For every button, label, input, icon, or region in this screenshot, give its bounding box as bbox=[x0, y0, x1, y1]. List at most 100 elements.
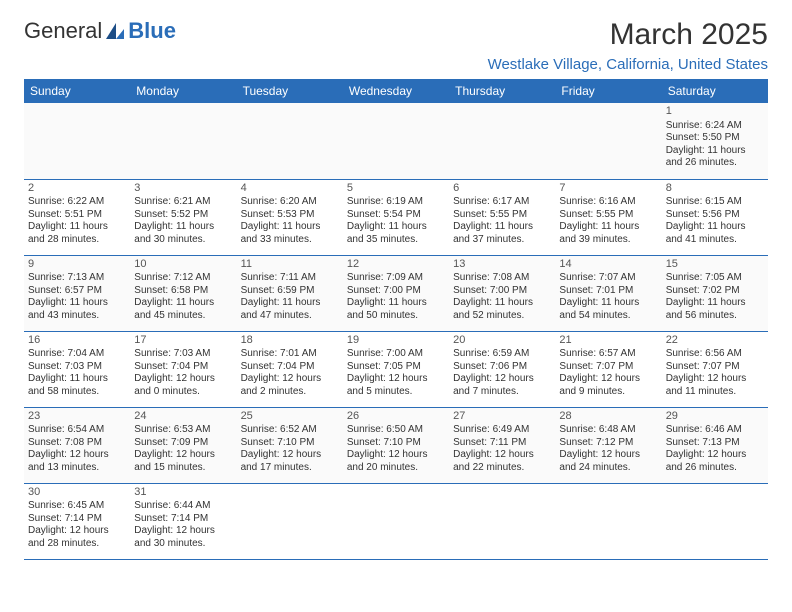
calendar-body: 1Sunrise: 6:24 AMSunset: 5:50 PMDaylight… bbox=[24, 103, 768, 559]
daylight-text: Daylight: 12 hours bbox=[347, 373, 445, 386]
month-title: March 2025 bbox=[488, 18, 768, 52]
sunset-text: Sunset: 7:02 PM bbox=[666, 285, 764, 298]
day-number: 27 bbox=[453, 410, 551, 424]
daylight-text: and 28 minutes. bbox=[28, 538, 126, 551]
daylight-text: Daylight: 11 hours bbox=[666, 221, 764, 234]
day-number: 1 bbox=[666, 105, 764, 119]
sunrise-text: Sunrise: 7:07 AM bbox=[559, 272, 657, 285]
sunrise-text: Sunrise: 6:20 AM bbox=[241, 196, 339, 209]
day-cell: 21Sunrise: 6:57 AMSunset: 7:07 PMDayligh… bbox=[555, 331, 661, 407]
sunrise-text: Sunrise: 6:22 AM bbox=[28, 196, 126, 209]
day-number: 17 bbox=[134, 334, 232, 348]
day-number: 13 bbox=[453, 258, 551, 272]
calendar-table: SundayMondayTuesdayWednesdayThursdayFrid… bbox=[24, 79, 768, 560]
sunset-text: Sunset: 7:11 PM bbox=[453, 437, 551, 450]
day-number: 16 bbox=[28, 334, 126, 348]
day-number: 25 bbox=[241, 410, 339, 424]
daylight-text: and 58 minutes. bbox=[28, 386, 126, 399]
day-cell: 13Sunrise: 7:08 AMSunset: 7:00 PMDayligh… bbox=[449, 255, 555, 331]
day-cell bbox=[343, 103, 449, 179]
sunset-text: Sunset: 7:04 PM bbox=[134, 361, 232, 374]
daylight-text: and 50 minutes. bbox=[347, 310, 445, 323]
daylight-text: Daylight: 12 hours bbox=[28, 525, 126, 538]
day-number: 12 bbox=[347, 258, 445, 272]
daylight-text: and 20 minutes. bbox=[347, 462, 445, 475]
day-number: 14 bbox=[559, 258, 657, 272]
daylight-text: and 22 minutes. bbox=[453, 462, 551, 475]
day-header: Thursday bbox=[449, 79, 555, 103]
day-cell bbox=[662, 483, 768, 559]
day-cell: 24Sunrise: 6:53 AMSunset: 7:09 PMDayligh… bbox=[130, 407, 236, 483]
daylight-text: Daylight: 11 hours bbox=[559, 221, 657, 234]
day-cell: 5Sunrise: 6:19 AMSunset: 5:54 PMDaylight… bbox=[343, 179, 449, 255]
daylight-text: and 9 minutes. bbox=[559, 386, 657, 399]
day-number: 2 bbox=[28, 182, 126, 196]
day-cell: 10Sunrise: 7:12 AMSunset: 6:58 PMDayligh… bbox=[130, 255, 236, 331]
sunset-text: Sunset: 7:07 PM bbox=[559, 361, 657, 374]
daylight-text: and 24 minutes. bbox=[559, 462, 657, 475]
day-header-row: SundayMondayTuesdayWednesdayThursdayFrid… bbox=[24, 79, 768, 103]
daylight-text: and 43 minutes. bbox=[28, 310, 126, 323]
day-number: 23 bbox=[28, 410, 126, 424]
day-cell: 1Sunrise: 6:24 AMSunset: 5:50 PMDaylight… bbox=[662, 103, 768, 179]
day-header: Sunday bbox=[24, 79, 130, 103]
day-cell: 27Sunrise: 6:49 AMSunset: 7:11 PMDayligh… bbox=[449, 407, 555, 483]
sunrise-text: Sunrise: 7:08 AM bbox=[453, 272, 551, 285]
sunrise-text: Sunrise: 6:48 AM bbox=[559, 424, 657, 437]
day-cell: 11Sunrise: 7:11 AMSunset: 6:59 PMDayligh… bbox=[237, 255, 343, 331]
daylight-text: and 7 minutes. bbox=[453, 386, 551, 399]
daylight-text: Daylight: 11 hours bbox=[241, 297, 339, 310]
daylight-text: and 30 minutes. bbox=[134, 538, 232, 551]
sunset-text: Sunset: 5:52 PM bbox=[134, 209, 232, 222]
sunrise-text: Sunrise: 6:57 AM bbox=[559, 348, 657, 361]
day-cell: 8Sunrise: 6:15 AMSunset: 5:56 PMDaylight… bbox=[662, 179, 768, 255]
day-number: 11 bbox=[241, 258, 339, 272]
day-number: 24 bbox=[134, 410, 232, 424]
sunset-text: Sunset: 5:51 PM bbox=[28, 209, 126, 222]
logo-text-1: General bbox=[24, 18, 102, 44]
week-row: 1Sunrise: 6:24 AMSunset: 5:50 PMDaylight… bbox=[24, 103, 768, 179]
daylight-text: Daylight: 11 hours bbox=[134, 297, 232, 310]
sunrise-text: Sunrise: 6:16 AM bbox=[559, 196, 657, 209]
day-cell: 7Sunrise: 6:16 AMSunset: 5:55 PMDaylight… bbox=[555, 179, 661, 255]
daylight-text: Daylight: 11 hours bbox=[666, 297, 764, 310]
week-row: 9Sunrise: 7:13 AMSunset: 6:57 PMDaylight… bbox=[24, 255, 768, 331]
day-cell: 19Sunrise: 7:00 AMSunset: 7:05 PMDayligh… bbox=[343, 331, 449, 407]
sunset-text: Sunset: 7:03 PM bbox=[28, 361, 126, 374]
day-number: 29 bbox=[666, 410, 764, 424]
sunrise-text: Sunrise: 6:49 AM bbox=[453, 424, 551, 437]
day-cell: 3Sunrise: 6:21 AMSunset: 5:52 PMDaylight… bbox=[130, 179, 236, 255]
daylight-text: Daylight: 11 hours bbox=[453, 297, 551, 310]
sunset-text: Sunset: 5:55 PM bbox=[559, 209, 657, 222]
daylight-text: and 2 minutes. bbox=[241, 386, 339, 399]
header: General Blue March 2025 Westlake Village… bbox=[24, 18, 768, 73]
daylight-text: and 11 minutes. bbox=[666, 386, 764, 399]
day-number: 10 bbox=[134, 258, 232, 272]
daylight-text: Daylight: 11 hours bbox=[666, 145, 764, 158]
daylight-text: Daylight: 11 hours bbox=[241, 221, 339, 234]
day-cell: 29Sunrise: 6:46 AMSunset: 7:13 PMDayligh… bbox=[662, 407, 768, 483]
daylight-text: and 26 minutes. bbox=[666, 462, 764, 475]
daylight-text: and 33 minutes. bbox=[241, 234, 339, 247]
sunset-text: Sunset: 7:14 PM bbox=[134, 513, 232, 526]
week-row: 23Sunrise: 6:54 AMSunset: 7:08 PMDayligh… bbox=[24, 407, 768, 483]
day-header: Tuesday bbox=[237, 79, 343, 103]
daylight-text: Daylight: 12 hours bbox=[347, 449, 445, 462]
sunset-text: Sunset: 5:56 PM bbox=[666, 209, 764, 222]
day-number: 18 bbox=[241, 334, 339, 348]
sunrise-text: Sunrise: 6:17 AM bbox=[453, 196, 551, 209]
day-cell bbox=[343, 483, 449, 559]
daylight-text: Daylight: 12 hours bbox=[241, 449, 339, 462]
daylight-text: and 13 minutes. bbox=[28, 462, 126, 475]
daylight-text: Daylight: 12 hours bbox=[666, 449, 764, 462]
daylight-text: Daylight: 11 hours bbox=[28, 373, 126, 386]
day-number: 3 bbox=[134, 182, 232, 196]
daylight-text: Daylight: 11 hours bbox=[347, 221, 445, 234]
sunset-text: Sunset: 7:10 PM bbox=[241, 437, 339, 450]
sunset-text: Sunset: 7:06 PM bbox=[453, 361, 551, 374]
daylight-text: Daylight: 11 hours bbox=[453, 221, 551, 234]
day-number: 5 bbox=[347, 182, 445, 196]
daylight-text: and 56 minutes. bbox=[666, 310, 764, 323]
daylight-text: and 45 minutes. bbox=[134, 310, 232, 323]
daylight-text: and 39 minutes. bbox=[559, 234, 657, 247]
